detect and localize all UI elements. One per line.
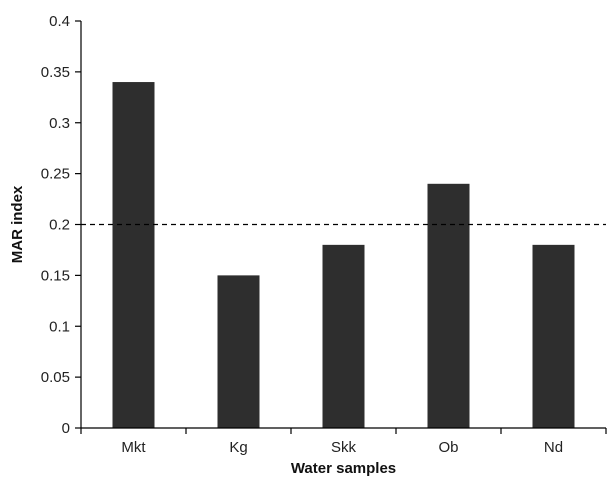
- bar-skk: [322, 244, 365, 428]
- y-tick-label: 0.25: [41, 166, 70, 183]
- y-tick-label: 0.35: [41, 64, 70, 81]
- x-tick-label: Skk: [331, 439, 357, 456]
- y-tick-label: 0.2: [49, 217, 70, 234]
- x-tick-label: Mkt: [121, 439, 146, 456]
- bars: [112, 82, 575, 429]
- bar-mkt: [112, 82, 155, 429]
- y-tick-label: 0.4: [49, 13, 70, 30]
- y-axis-title: MAR index: [9, 185, 26, 263]
- bar-kg: [217, 275, 260, 428]
- y-tick-label: 0.05: [41, 369, 70, 386]
- bar-ob: [427, 183, 470, 428]
- x-tick-label: Nd: [544, 439, 563, 456]
- y-tick-label: 0: [62, 420, 70, 437]
- x-axis-ticks: Mkt Kg Skk Ob Nd: [80, 428, 607, 456]
- y-tick-label: 0.1: [49, 318, 70, 335]
- y-axis-ticks: 0 0.05 0.1 0.15 0.2 0.25 0.3 0.35 0.4: [41, 13, 81, 437]
- y-tick-label: 0.15: [41, 267, 70, 284]
- bar-nd: [532, 244, 575, 428]
- y-tick-label: 0.3: [49, 115, 70, 132]
- x-tick-label: Kg: [229, 439, 247, 456]
- x-axis-title: Water samples: [291, 460, 396, 477]
- x-tick-label: Ob: [438, 439, 458, 456]
